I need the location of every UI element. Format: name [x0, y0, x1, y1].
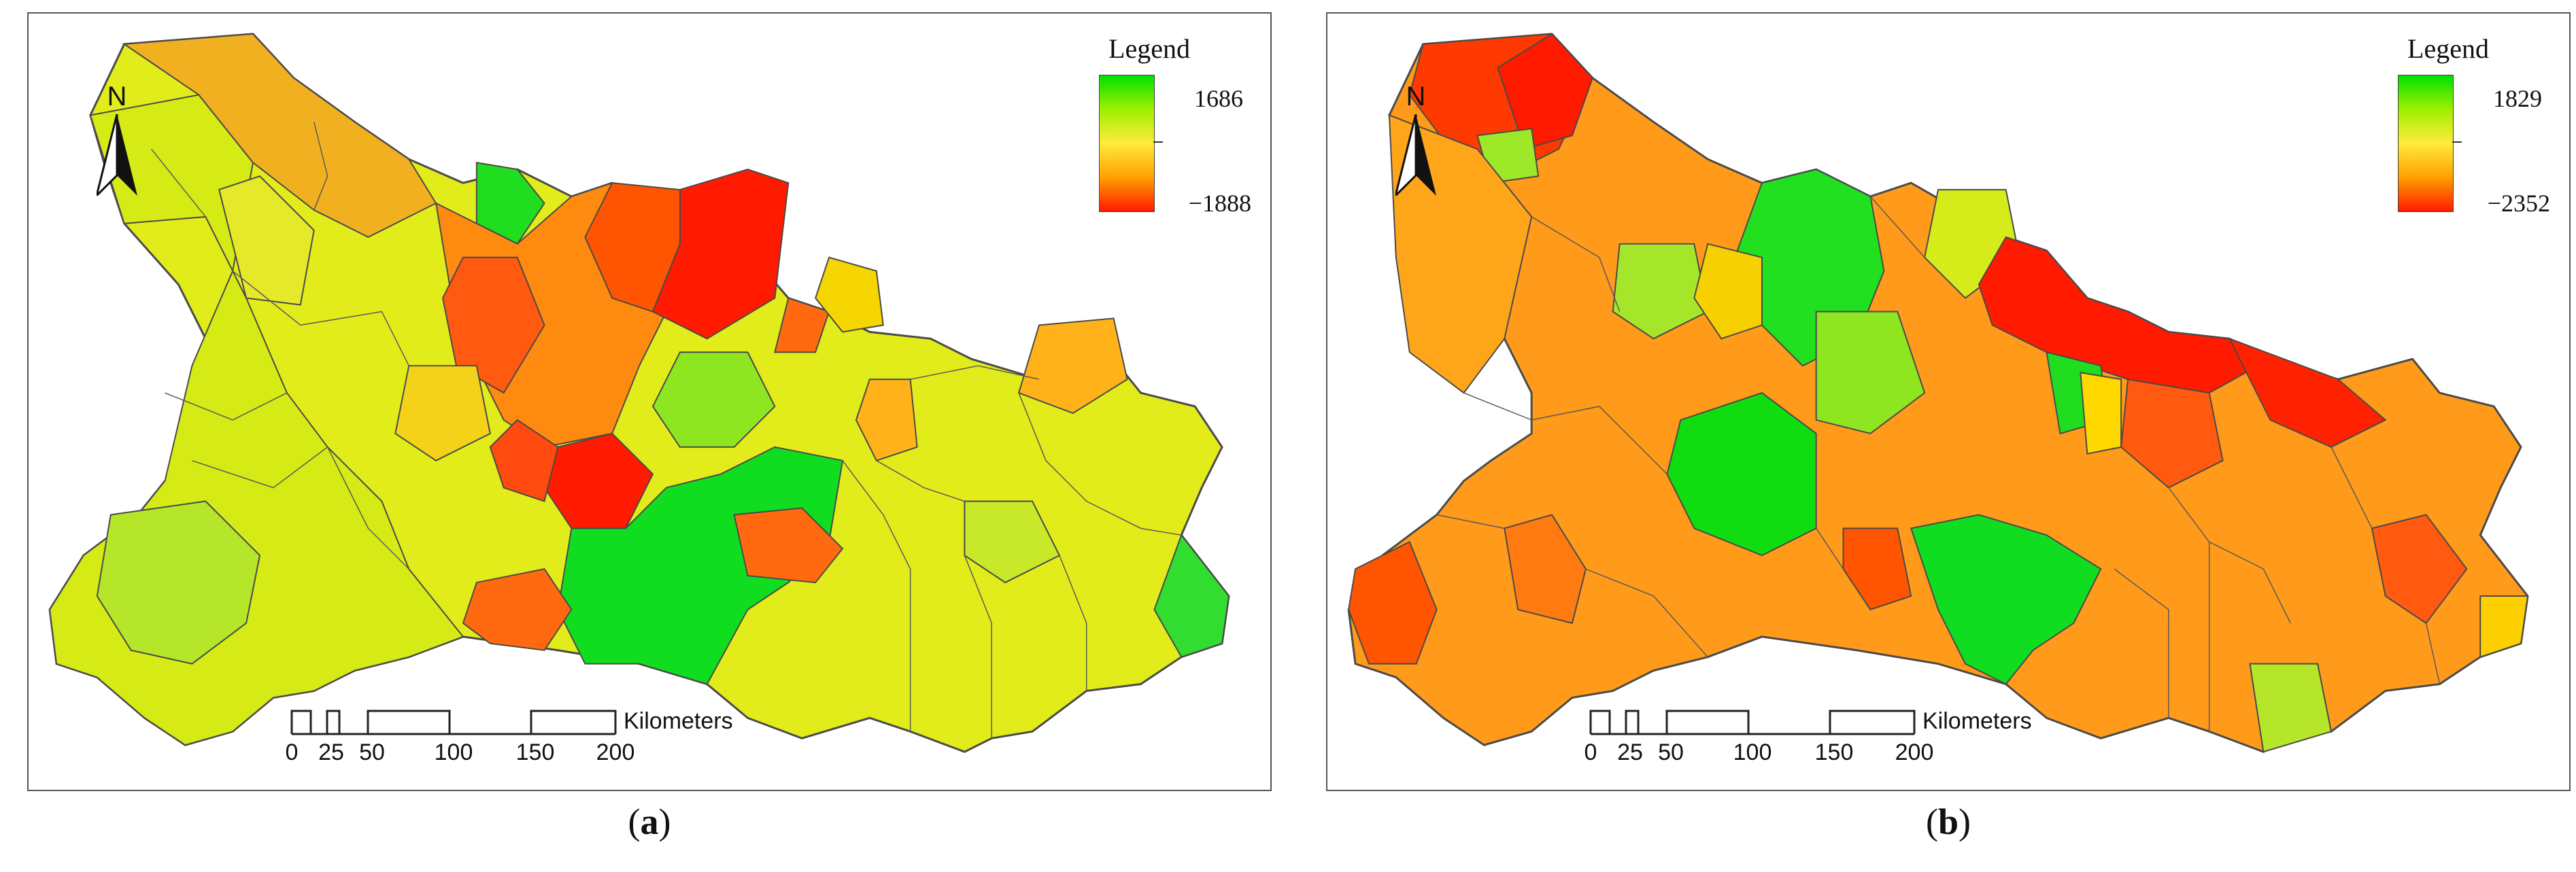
- region-orange-e: [1017, 317, 1128, 415]
- region-orangered-e: [2120, 378, 2224, 489]
- region-yellow-c: [394, 365, 491, 461]
- legend-min-value: −2352: [2487, 190, 2550, 217]
- legend-color-ramp: [1099, 75, 1155, 212]
- region-red-s: [1842, 527, 1912, 611]
- region-sw: [96, 500, 261, 665]
- scale-tick: 0: [285, 739, 299, 765]
- legend-color-ramp: [2398, 75, 2454, 212]
- region-se: [964, 500, 1061, 584]
- scale-tick: 100: [434, 739, 473, 765]
- scale-bar-unit: Kilometers: [624, 708, 733, 734]
- region-lime-mid: [651, 351, 776, 448]
- legend-min-value: −1888: [1188, 190, 1251, 217]
- region-red-sw: [1348, 540, 1438, 665]
- choropleth-map-a: [48, 33, 1230, 753]
- scale-tick: 200: [596, 739, 635, 765]
- map-panel-b: Legend 1829 −2352 N Kilometers 0 25 50 1…: [1326, 12, 2571, 791]
- region-green-n: [475, 162, 545, 245]
- region-w-2: [218, 175, 315, 306]
- region-lime-se: [2249, 663, 2333, 753]
- region-orange-red-1: [442, 256, 545, 394]
- scale-tick: 50: [1658, 739, 1684, 765]
- caption-letter: b: [1937, 801, 1959, 842]
- region-orange-s: [733, 507, 844, 584]
- scale-bar-unit: Kilometers: [1922, 708, 2032, 734]
- north-arrow-label: N: [1406, 82, 1426, 111]
- legend-mid-tick: [2452, 141, 2462, 143]
- region-green-e: [1153, 534, 1230, 658]
- caption-letter: a: [640, 801, 659, 842]
- north-arrow-icon: [1395, 114, 1436, 196]
- scale-tick: 150: [515, 739, 555, 765]
- scale-tick: 100: [1733, 739, 1772, 765]
- north-arrow: N: [1389, 82, 1443, 197]
- region-orange-sw: [462, 568, 573, 651]
- choropleth-map-b: [1347, 33, 2529, 753]
- district-boundaries: [1436, 196, 2441, 732]
- legend-max-value: 1829: [2493, 85, 2542, 112]
- map-panel-a: Legend 1686 −1888 N Kilometers 0 25 50 1…: [27, 12, 1272, 791]
- scale-tick: 50: [359, 739, 385, 765]
- region-west-orange: [1388, 114, 1533, 394]
- scale-tick: 0: [1584, 739, 1597, 765]
- scale-bar-graphic: [1589, 710, 1916, 735]
- region-lime-c: [1815, 311, 1926, 434]
- scale-tick: 200: [1895, 739, 1934, 765]
- scale-tick: 25: [318, 739, 344, 765]
- region-orangered-se: [2371, 514, 2468, 625]
- scale-tick: 150: [1814, 739, 1854, 765]
- north-arrow-label: N: [107, 82, 127, 111]
- scale-tick: 25: [1617, 739, 1643, 765]
- panel-caption-a: (a): [628, 801, 671, 842]
- scale-bar: Kilometers 0 25 50 100 150 200: [1584, 708, 2032, 769]
- region-orangered-center: [489, 419, 559, 502]
- region-yellow-e: [2080, 371, 2122, 455]
- legend-max-value: 1686: [1194, 85, 1243, 112]
- region-green-c: [1666, 391, 1817, 557]
- legend-title: Legend: [1108, 33, 1190, 64]
- panel-caption-b: (b): [1925, 801, 1971, 842]
- region-orange-ne: [774, 297, 830, 353]
- region-yellow-se: [2479, 595, 2529, 659]
- region-yellow-c: [1693, 243, 1763, 340]
- region-red-e: [2228, 337, 2387, 448]
- scale-bar-graphic: [290, 710, 617, 735]
- region-red-ne-2: [584, 182, 681, 313]
- region-green-s: [1910, 514, 2102, 685]
- district-boundaries: [150, 122, 1182, 739]
- north-arrow-icon: [97, 114, 137, 196]
- north-arrow: N: [90, 82, 144, 197]
- scale-bar: Kilometers 0 25 50 100 150 200: [286, 708, 733, 769]
- region-lime-w: [1612, 243, 1709, 340]
- legend-title: Legend: [2407, 33, 2489, 64]
- region-orange-sw: [1504, 514, 1587, 625]
- region-orange-e2: [855, 379, 918, 461]
- region-yellow-ne: [815, 256, 884, 333]
- legend-mid-tick: [1153, 141, 1163, 143]
